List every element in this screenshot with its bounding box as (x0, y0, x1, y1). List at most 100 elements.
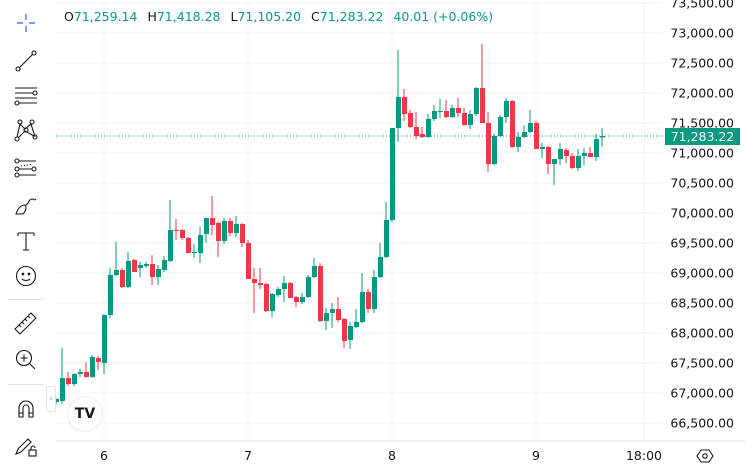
candle-down (318, 262, 323, 323)
candle-body (228, 220, 233, 233)
candle-down (264, 283, 269, 312)
candle-body (528, 123, 533, 132)
candle-body (420, 133, 425, 137)
brush-icon[interactable] (9, 190, 43, 220)
candle-up (372, 270, 377, 314)
emoji-icon[interactable] (9, 261, 43, 291)
candle-down (180, 229, 185, 240)
low-value: 71,105.20 (237, 9, 302, 24)
candle-up (396, 49, 401, 143)
candle-up (312, 258, 317, 278)
candle-body (462, 112, 467, 125)
crosshair-icon[interactable] (9, 8, 43, 38)
low-label: L (230, 9, 238, 24)
candle-body (312, 265, 317, 278)
candle-down (132, 259, 137, 272)
candle-body (204, 217, 209, 234)
text-icon[interactable] (9, 226, 43, 256)
candle-body (234, 223, 239, 233)
candle-body (126, 261, 131, 287)
price-tick-label: 68,500.00 (670, 296, 734, 311)
candle-body (318, 265, 323, 321)
candle-body (78, 372, 83, 374)
price-tick-label: 72,500.00 (670, 56, 734, 71)
candle-down (366, 289, 371, 314)
candle-body (132, 259, 137, 272)
candle-down (564, 148, 569, 164)
candle-body (540, 147, 545, 149)
candle-body (84, 372, 89, 377)
price-axis[interactable]: 66,500.00 67,000.00 67,500.00 68,000.00 68,5… (670, 0, 734, 431)
candle-body (438, 111, 443, 112)
time-tick-label: 9 (532, 448, 540, 463)
candle-body (264, 283, 269, 311)
forecast-icon[interactable] (9, 153, 43, 183)
candle-down (534, 121, 539, 149)
candle-body (342, 319, 347, 341)
settings-icon[interactable] (696, 447, 714, 465)
candle-down (288, 282, 293, 299)
candle-down (258, 268, 263, 290)
candle-body (432, 111, 437, 119)
candle-body (408, 112, 413, 128)
candle-up (582, 148, 587, 165)
candle-up (426, 114, 431, 138)
ruler-icon[interactable] (9, 309, 43, 339)
candle-up (384, 202, 389, 258)
candle-body (348, 325, 353, 341)
candle-up (558, 142, 563, 165)
candle-body (96, 358, 101, 362)
fib-retracement-icon[interactable] (9, 81, 43, 111)
candle-body (546, 147, 551, 164)
candle-up (204, 217, 209, 243)
trend-line-icon[interactable] (9, 46, 43, 76)
candle-down (150, 255, 155, 285)
candle-body (300, 297, 305, 302)
candle-up (516, 132, 521, 152)
candle-body (270, 294, 275, 311)
xabcd-pattern-icon[interactable] (9, 116, 43, 146)
zoom-in-icon[interactable] (9, 345, 43, 375)
candle-body (366, 292, 371, 309)
candle-body (360, 292, 365, 323)
magnet-icon[interactable] (9, 394, 43, 424)
candle-body (114, 270, 119, 275)
candle-body (252, 279, 257, 284)
candle-body (492, 136, 497, 164)
tradingview-logo[interactable]: TV (67, 396, 103, 432)
lock-drawings-icon[interactable] (9, 431, 43, 461)
candle-up (492, 133, 497, 165)
candle-down (216, 222, 221, 257)
candle-up (360, 273, 365, 323)
candle-body (480, 88, 485, 123)
candle-body (582, 153, 587, 156)
collapse-toolbar-button[interactable]: ‹ (46, 386, 56, 412)
candle-body (288, 283, 293, 299)
candle-body (192, 252, 197, 254)
candle-body (450, 108, 455, 117)
candle-up (540, 142, 545, 158)
candle-body (120, 270, 125, 287)
candle-down (186, 237, 191, 254)
open-label: O (64, 9, 74, 24)
candle-body (168, 229, 173, 261)
candle-body (402, 97, 407, 114)
time-axis[interactable]: 6 7 8 9 18:00 (100, 448, 662, 463)
candle-up (108, 268, 113, 318)
candle-down (402, 88, 407, 122)
candle-body (138, 265, 143, 269)
candle-up (438, 99, 443, 119)
candle-down (294, 295, 299, 308)
candle-down (420, 127, 425, 138)
candle-body (510, 100, 515, 147)
chevron-left-icon: ‹ (49, 394, 53, 404)
candle-up (168, 199, 173, 263)
candle-body (444, 111, 449, 117)
candle-body (504, 100, 509, 117)
high-value: 71,418.28 (156, 9, 221, 24)
grid (56, 0, 663, 441)
candle-up (390, 127, 395, 222)
candle-up (138, 262, 143, 278)
candle-down (462, 108, 467, 126)
